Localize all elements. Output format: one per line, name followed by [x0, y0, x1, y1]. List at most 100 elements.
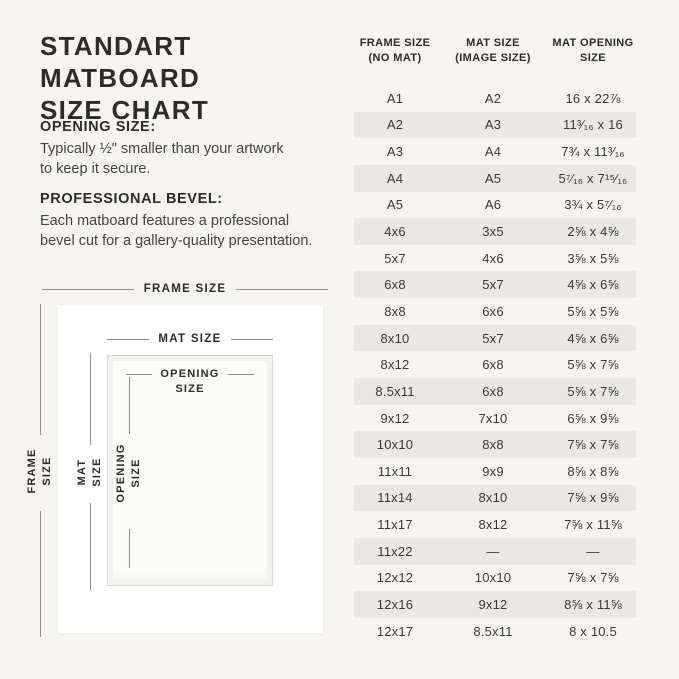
- table-cell: 8.5x11: [473, 623, 513, 639]
- table-cell: 9x9: [482, 463, 504, 479]
- table-cell: 4x6: [384, 224, 406, 240]
- table-cell: A2: [484, 90, 502, 106]
- mat-diagram: OPENING SIZE: [107, 355, 273, 586]
- table-cell: 8.5x11: [375, 383, 415, 399]
- column-header-frame-size: FRAME SIZE (NO MAT): [359, 37, 431, 65]
- table-cell: 8x12: [380, 357, 410, 373]
- measure-line: [129, 377, 130, 434]
- professional-bevel-heading: PROFESSIONAL BEVEL:: [40, 191, 223, 207]
- table-cell: 8x12: [478, 517, 508, 533]
- mat-size-vertical-measure: MAT SIZE: [76, 353, 103, 590]
- table-cell: —: [486, 543, 500, 559]
- table-cell: —: [586, 543, 600, 559]
- table-cell: 10x10: [376, 437, 414, 453]
- table-cell: 12x16: [376, 596, 414, 612]
- table-cell: A6: [484, 197, 502, 213]
- table-cell: 7x10: [478, 410, 508, 426]
- frame-diagram: MAT SIZE OPENING SIZE: [58, 305, 323, 633]
- measure-line: [40, 304, 41, 435]
- table-cell: 11x17: [377, 517, 413, 533]
- table-cell: 2⅝ x 4⅝: [567, 224, 619, 240]
- table-cell: 8⅝ x 8⅝: [567, 463, 619, 479]
- table-cell: 7⅝ x 9⅝: [567, 490, 619, 506]
- table-row: A1 A2 16 x 22⅞: [354, 85, 636, 112]
- table-cell: 7¾ x 11³⁄₁₆: [561, 144, 625, 160]
- table-cell: A3: [386, 144, 404, 160]
- opening-size-body: Typically ½" smaller than your artwork t…: [40, 141, 284, 177]
- table-cell: 11x22: [377, 543, 413, 559]
- table-cell: 5x7: [482, 330, 504, 346]
- table-row: 4x6 3x5 2⅝ x 4⅝: [354, 218, 636, 245]
- measure-line: [90, 503, 91, 590]
- table-cell: 11x11: [377, 463, 413, 479]
- column-header-mat-size: MAT SIZE (IMAGE SIZE): [455, 37, 531, 65]
- table-row: 8.5x11 6x8 5⅝ x 7⅝: [354, 378, 636, 405]
- table-cell: 3¾ x 5⁷⁄₁₆: [564, 197, 622, 213]
- opening-size-heading: OPENING SIZE:: [40, 119, 156, 135]
- table-row: 11x17 8x12 7⅝ x 11⅝: [354, 511, 636, 538]
- measure-line: [230, 338, 273, 340]
- table-cell: 6⅝ x 9⅝: [567, 410, 619, 426]
- opening-size-measure: OPENING SIZE: [118, 368, 262, 395]
- table-row: 11x11 9x9 8⅝ x 8⅝: [354, 458, 636, 485]
- opening-size-note: OPENING SIZE: Typically ½" smaller than …: [40, 119, 340, 179]
- table-cell: 11x14: [377, 490, 413, 506]
- table-row: 6x8 5x7 4⅝ x 6⅝: [354, 271, 636, 299]
- table-cell: 9x12: [380, 410, 410, 426]
- table-cell: 12x12: [376, 570, 414, 586]
- table-cell: 6x8: [482, 383, 504, 399]
- column-header-mat-opening: MAT OPENING SIZE: [552, 37, 634, 65]
- table-header: FRAME SIZE (NO MAT) MAT SIZE (IMAGE SIZE…: [354, 36, 636, 67]
- table-cell: A2: [386, 117, 404, 133]
- table-cell: 5⅝ x 7⅝: [567, 357, 619, 373]
- table-cell: A3: [484, 117, 502, 133]
- size-table-rows: A1 A2 16 x 22⅞ A2 A3 11³⁄₁₆ x 16 A3 A4 7¾ x 11³⁄…: [354, 85, 636, 644]
- table-cell: 10x10: [474, 570, 512, 586]
- opening-size-vertical-label: OPENING SIZE: [115, 442, 142, 503]
- table-row: 5x7 4x6 3⅝ x 5⅝: [354, 245, 636, 272]
- professional-bevel-note: PROFESSIONAL BEVEL: Each matboard featur…: [40, 191, 340, 251]
- table-cell: A4: [386, 170, 404, 186]
- table-row: 10x10 8x8 7⅝ x 7⅝: [354, 431, 636, 458]
- table-row: 12x16 9x12 8⅝ x 11⅝: [354, 591, 636, 618]
- table-cell: 5⁷⁄₁₆ x 7¹⁵⁄₁₆: [558, 170, 628, 186]
- mat-size-label: MAT SIZE: [158, 333, 222, 345]
- table-cell: A4: [484, 144, 502, 160]
- table-cell: 4⅝ x 6⅝: [567, 277, 619, 293]
- opening-size-label-line2: SIZE: [175, 383, 205, 395]
- page-title: STANDART MATBOARD SIZE CHART: [40, 31, 209, 126]
- table-cell: 5⅝ x 5⅝: [567, 303, 619, 319]
- table-cell: 8x10: [478, 490, 508, 506]
- table-cell: 3⅝ x 5⅝: [567, 250, 619, 266]
- table-row: 8x10 5x7 4⅝ x 6⅝: [354, 324, 636, 352]
- table-row: A4 A5 5⁷⁄₁₆ x 7¹⁵⁄₁₆: [354, 164, 636, 192]
- table-cell: A5: [484, 170, 502, 186]
- table-cell: 3x5: [482, 224, 504, 240]
- table-cell: 8 x 10.5: [569, 623, 617, 639]
- table-cell: 6x8: [482, 357, 504, 373]
- table-row: 11x14 8x10 7⅝ x 9⅝: [354, 484, 636, 512]
- frame-size-vertical-label: FRAME SIZE: [26, 447, 53, 494]
- table-cell: 12x17: [376, 623, 414, 639]
- table-row: A2 A3 11³⁄₁₆ x 16: [354, 111, 636, 139]
- table-cell: 5x7: [384, 250, 406, 266]
- frame-size-vertical-measure: FRAME SIZE: [26, 304, 53, 637]
- table-row: 12x12 10x10 7⅝ x 7⅝: [354, 565, 636, 592]
- table-cell: 7⅝ x 7⅝: [567, 570, 619, 586]
- table-cell: 8x8: [384, 303, 406, 319]
- frame-size-label: FRAME SIZE: [143, 283, 227, 295]
- table-cell: 9x12: [478, 596, 508, 612]
- measure-line: [129, 529, 130, 568]
- measure-line: [126, 373, 153, 375]
- table-cell: 8x10: [380, 330, 410, 346]
- professional-bevel-body: Each matboard features a professional be…: [40, 213, 313, 249]
- table-row: A3 A4 7¾ x 11³⁄₁₆: [354, 138, 636, 165]
- table-cell: 7⅝ x 11⅝: [564, 517, 622, 533]
- table-cell: 6x8: [384, 277, 406, 293]
- table-cell: 5x7: [482, 277, 504, 293]
- table-cell: 8x8: [482, 437, 504, 453]
- table-cell: 5⅝ x 7⅝: [567, 383, 619, 399]
- measure-line: [107, 338, 150, 340]
- table-row: 12x17 8.5x11 8 x 10.5: [354, 618, 636, 645]
- table-cell: A1: [386, 90, 404, 106]
